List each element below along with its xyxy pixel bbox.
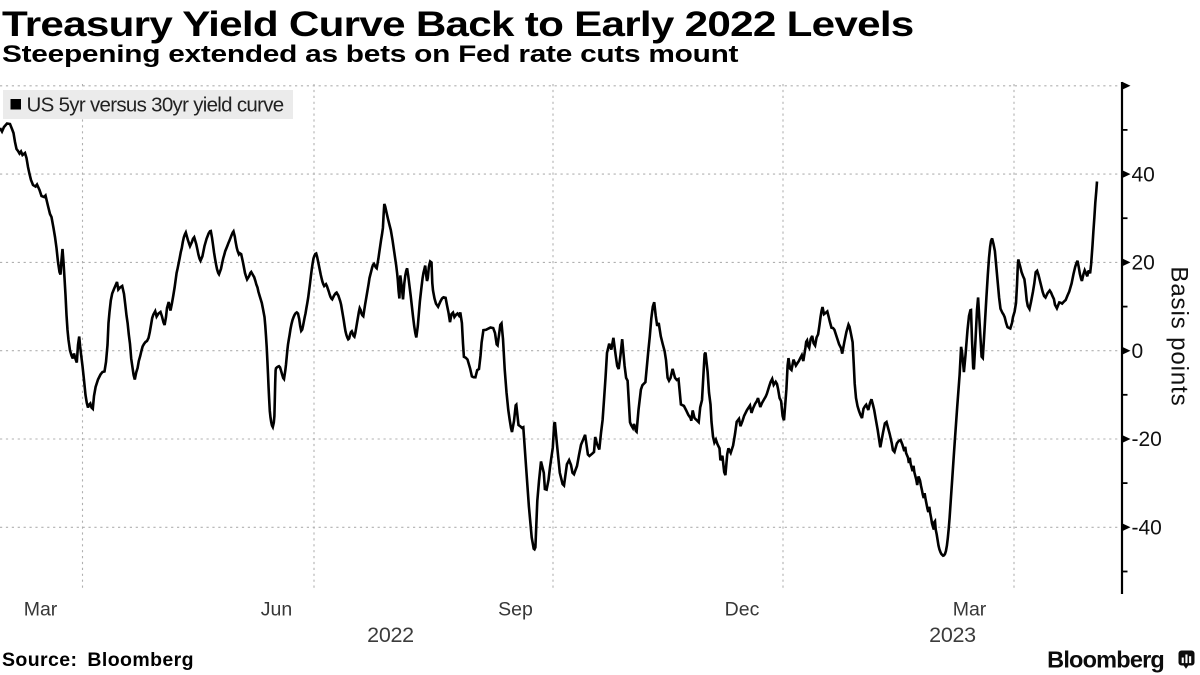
svg-text:40: 40 [1132, 163, 1155, 186]
svg-text:0: 0 [1132, 340, 1144, 363]
svg-text:US 5yr versus 30yr yield curve: US 5yr versus 30yr yield curve [27, 94, 284, 117]
svg-text:Bloomberg: Bloomberg [1047, 647, 1164, 673]
svg-text:Mar: Mar [953, 599, 987, 621]
svg-text:Source:Bloomberg: Source: Bloomberg [2, 649, 194, 671]
svg-text:Mar: Mar [24, 599, 58, 621]
svg-text:2022: 2022 [367, 623, 414, 647]
svg-text:-40: -40 [1132, 517, 1162, 540]
svg-text:-20: -20 [1132, 428, 1162, 451]
svg-text:Sep: Sep [498, 599, 533, 621]
svg-text:2023: 2023 [929, 623, 976, 647]
svg-text:20: 20 [1132, 252, 1155, 275]
svg-text:Dec: Dec [725, 599, 760, 621]
svg-text:Jun: Jun [261, 599, 292, 621]
svg-text:Basis points: Basis points [1166, 266, 1193, 406]
